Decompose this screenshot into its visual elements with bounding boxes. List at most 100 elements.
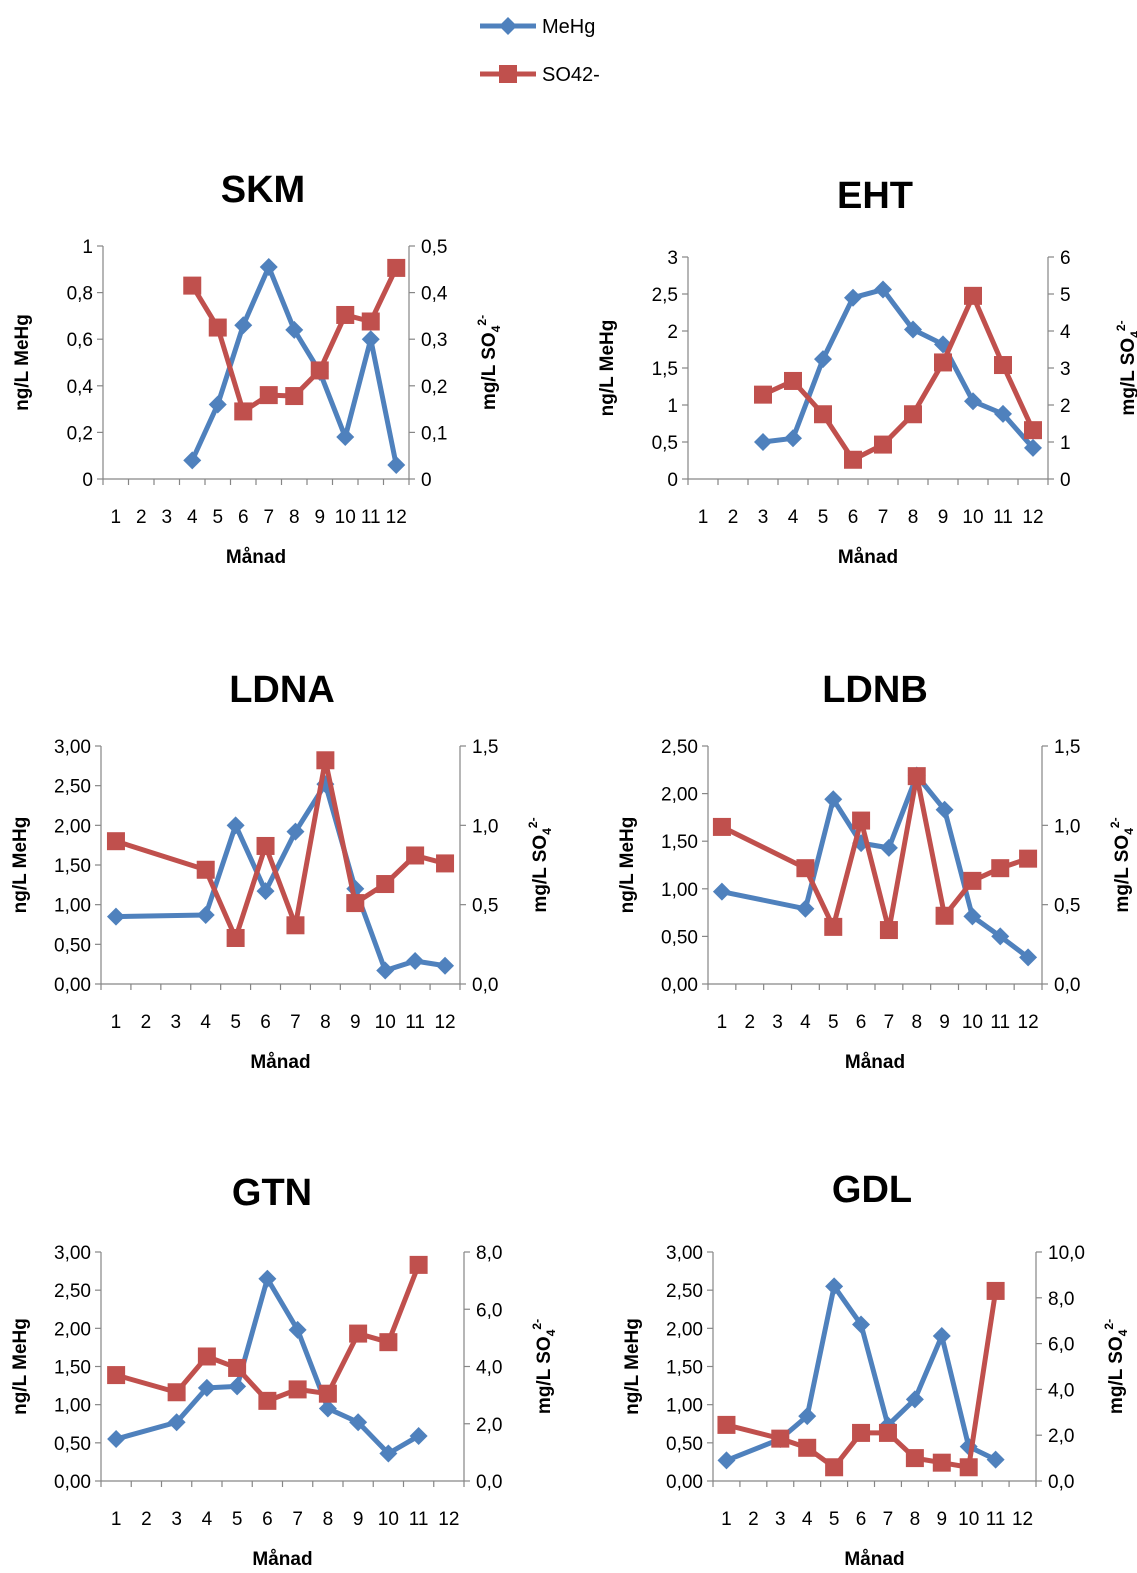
data-point-mehg: [379, 1444, 398, 1463]
y-axis-label-left: ng/L MeHg: [597, 320, 618, 417]
data-point-mehg: [874, 280, 892, 299]
x-tick-label: 8: [911, 1012, 922, 1033]
x-tick-label: 7: [883, 1509, 894, 1530]
series-so4: [754, 286, 1042, 469]
x-tick-label: 6: [260, 1012, 271, 1033]
y-tick-label: 0: [667, 470, 678, 491]
y2-tick-label: 0,5: [1054, 896, 1080, 917]
x-tick-label: 7: [290, 1012, 301, 1033]
data-point-so4: [226, 928, 245, 947]
y-tick-label: 1,5: [652, 359, 678, 380]
data-point-so4: [361, 312, 380, 331]
data-point-mehg: [285, 320, 304, 339]
x-tick-label: 3: [772, 1012, 783, 1033]
y2-tick-label: 0,4: [421, 284, 448, 305]
y-tick-label: 2: [667, 322, 678, 343]
y2-tick-label: 0,0: [1048, 1472, 1074, 1493]
y2-tick-label: 6,0: [1048, 1335, 1074, 1356]
y2-label-main: mg/L SO: [530, 835, 551, 913]
y2-tick-label: 0,0: [472, 975, 498, 996]
x-axis-label: Månad: [252, 1549, 312, 1570]
y2-tick-label: 10,0: [1048, 1243, 1085, 1264]
data-point-mehg: [754, 433, 772, 451]
data-point-so4: [349, 1324, 368, 1343]
data-point-mehg: [106, 907, 125, 926]
y2-tick-label: 8,0: [476, 1243, 502, 1264]
y2-tick-label: 1,0: [1054, 816, 1080, 837]
x-tick-label: 3: [161, 507, 172, 528]
data-point-so4: [959, 1458, 978, 1477]
y2-label-superscript: 2-: [475, 315, 489, 326]
y-tick-label: 1: [667, 396, 678, 417]
data-point-mehg: [825, 1277, 844, 1296]
y-tick-label: 1,50: [54, 856, 91, 877]
series-line: [725, 1283, 997, 1463]
data-point-so4: [905, 1449, 924, 1468]
y2-tick-label: 0: [421, 470, 432, 491]
series-so4: [712, 767, 1038, 940]
y2-tick-label: 0,5: [472, 896, 498, 917]
x-tick-label: 9: [937, 1509, 948, 1530]
x-tick-label: 10: [335, 507, 356, 528]
series-line: [762, 287, 1035, 450]
data-point-mehg: [824, 790, 843, 809]
data-point-mehg: [318, 1399, 337, 1418]
x-tick-label: 2: [141, 1012, 152, 1033]
data-point-so4: [196, 860, 215, 879]
y-tick-label: 2,50: [54, 1281, 91, 1302]
x-tick-label: 7: [878, 507, 889, 528]
data-point-so4: [285, 387, 304, 406]
y-tick-label: 0,00: [54, 1472, 91, 1493]
y-axis-label-left: ng/L MeHg: [10, 1318, 31, 1415]
data-point-mehg: [436, 956, 455, 975]
x-tick-label: 5: [212, 507, 223, 528]
x-tick-label: 5: [818, 507, 829, 528]
data-point-mehg: [361, 330, 380, 349]
y-tick-label: 0,2: [67, 423, 93, 444]
y-tick-label: 1,00: [666, 1396, 703, 1417]
diamond-marker-icon: [499, 17, 517, 35]
data-point-so4: [754, 385, 772, 404]
series-line: [721, 773, 1030, 960]
y-tick-label: 1,00: [54, 896, 91, 917]
y-tick-label: 2,50: [54, 777, 91, 798]
data-point-so4: [208, 318, 227, 337]
data-point-so4: [932, 1453, 951, 1472]
x-tick-label: 9: [353, 1509, 364, 1530]
y-tick-label: 0,5: [652, 433, 678, 454]
x-tick-label: 11: [361, 507, 381, 528]
y2-label-main: mg/L SO: [1118, 338, 1137, 416]
y2-tick-label: 4: [1060, 322, 1071, 343]
x-tick-label: 6: [238, 507, 249, 528]
y-tick-label: 2,5: [652, 285, 678, 306]
data-point-so4: [316, 751, 335, 770]
y2-tick-label: 0,1: [421, 423, 447, 444]
y2-tick-label: 1: [1060, 433, 1071, 454]
x-tick-label: 8: [910, 1509, 921, 1530]
y-tick-label: 0,50: [54, 1434, 91, 1455]
data-point-mehg: [904, 320, 922, 339]
x-tick-label: 4: [802, 1509, 813, 1530]
y2-tick-label: 1,5: [472, 737, 498, 758]
data-point-so4: [986, 1281, 1005, 1300]
series-so4: [107, 1255, 428, 1410]
data-point-mehg: [107, 1430, 126, 1449]
x-tick-label: 10: [378, 1509, 399, 1530]
y2-tick-label: 0,3: [421, 330, 447, 351]
y2-label-main: mg/L SO: [479, 332, 500, 410]
series-mehg: [107, 1269, 428, 1463]
series-line: [115, 1263, 421, 1404]
data-point-so4: [256, 836, 275, 855]
y2-tick-label: 0,0: [1054, 975, 1080, 996]
data-point-mehg: [228, 1377, 247, 1396]
data-point-so4: [183, 276, 202, 295]
x-tick-label: 4: [202, 1509, 213, 1530]
data-point-mehg: [784, 429, 802, 448]
x-tick-label: 8: [289, 507, 300, 528]
x-tick-label: 11: [993, 507, 1013, 528]
data-point-mehg: [963, 907, 982, 926]
x-tick-label: 5: [230, 1012, 241, 1033]
data-point-so4: [907, 767, 926, 786]
data-point-so4: [798, 1438, 817, 1457]
